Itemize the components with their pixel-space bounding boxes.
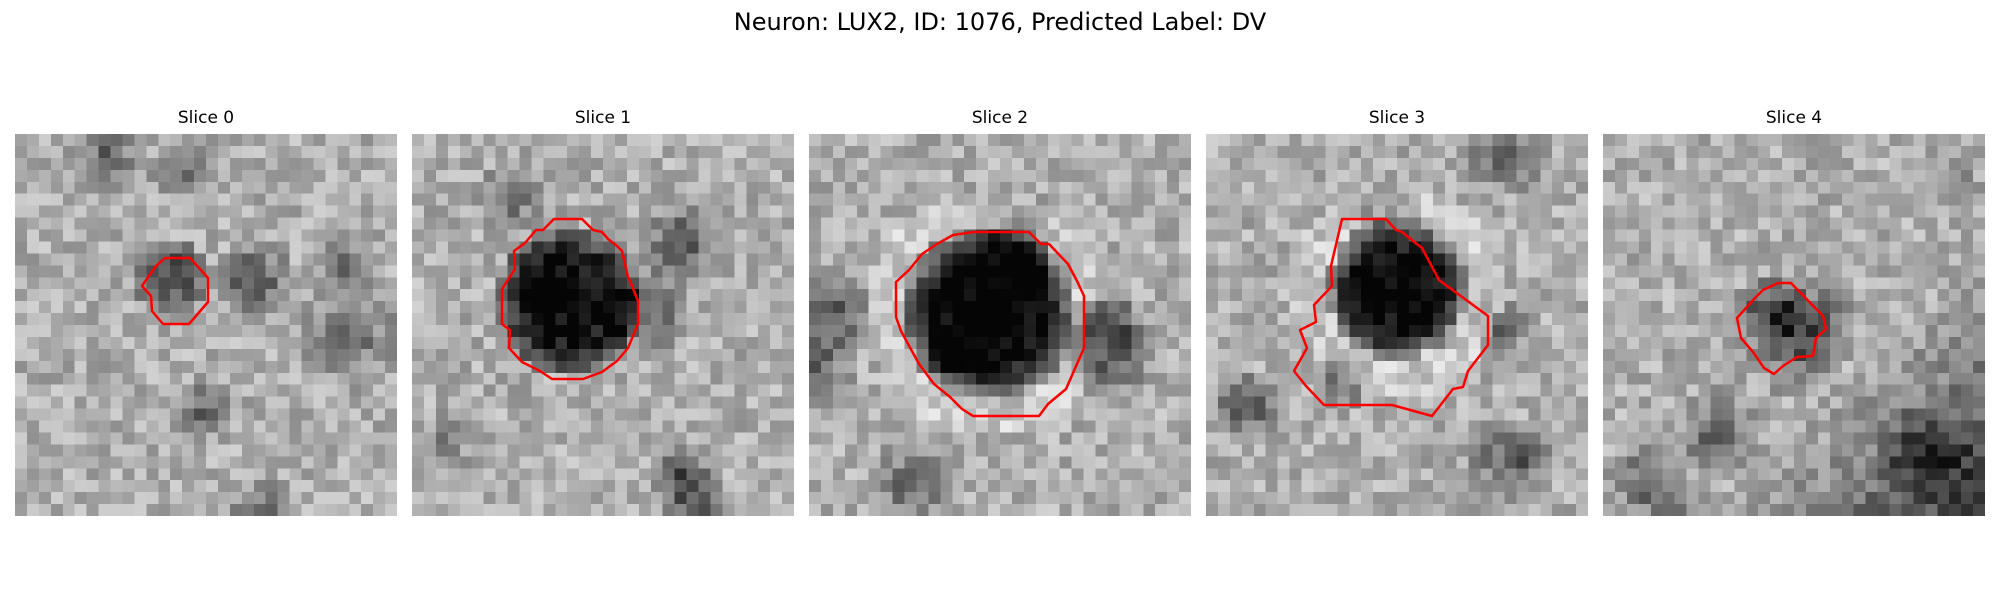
roi-contour (1292, 217, 1490, 418)
roi-contour-svg (1292, 217, 1490, 418)
slice-title: Slice 3 (1368, 108, 1426, 128)
roi-contour (894, 230, 1086, 418)
roi-contour-svg (500, 217, 640, 381)
grayscale-image (412, 134, 794, 516)
grayscale-image (809, 134, 1191, 516)
slice-image-0 (15, 134, 397, 516)
roi-contour-svg (140, 256, 210, 326)
slice-image-1 (412, 134, 794, 516)
roi-contour (1735, 281, 1828, 376)
roi-contour-svg (1735, 281, 1828, 376)
grayscale-image (1206, 134, 1588, 516)
slice-title: Slice 4 (1765, 108, 1823, 128)
slice-title: Slice 2 (971, 108, 1029, 128)
grayscale-image (1603, 134, 1985, 516)
slice-image-2 (809, 134, 1191, 516)
slice-title: Slice 0 (177, 108, 235, 128)
roi-contour (140, 256, 210, 326)
roi-contour (500, 217, 640, 381)
slice-image-4 (1603, 134, 1985, 516)
grayscale-image (15, 134, 397, 516)
slice-image-3 (1206, 134, 1588, 516)
figure-title: Neuron: LUX2, ID: 1076, Predicted Label:… (733, 8, 1267, 36)
roi-contour-svg (894, 230, 1086, 418)
slice-title: Slice 1 (574, 108, 632, 128)
